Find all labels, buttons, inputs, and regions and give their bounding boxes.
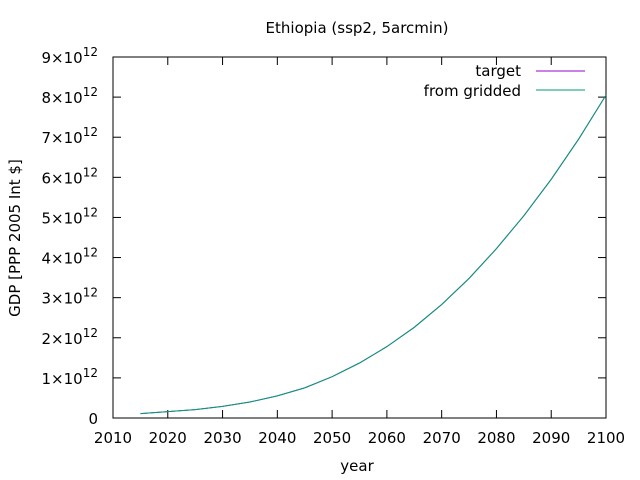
x-tick-label: 2070 [423,429,461,447]
y-tick-label: 1×1012 [42,366,98,388]
x-tick-label: 2010 [94,429,132,447]
x-tick-label: 2050 [313,429,351,447]
y-tick-label: 9×1012 [42,45,98,67]
series-line-target [140,94,607,415]
x-tick-label: 2090 [532,429,570,447]
y-axis: 0 1×1012 2×1012 3×1012 4×1012 5×1012 6×1012 7×1… [42,45,606,428]
legend: target from gridded [424,62,585,100]
x-tick-label: 2060 [368,429,406,447]
x-tick-label: 2040 [258,429,296,447]
x-tick-label: 2100 [587,429,625,447]
y-tick-label: 6×1012 [42,165,98,187]
x-axis: 2010 2020 2030 2040 2050 2060 2070 2080 2090 2100 [94,57,625,447]
y-tick-label: 3×1012 [42,286,98,308]
y-tick-label: 8×1012 [42,85,98,107]
x-axis-label: year [340,457,374,475]
series-lines [140,94,607,415]
y-tick-label: 5×1012 [42,205,98,227]
y-axis-label: GDP [PPP 2005 Int $] [6,159,24,317]
chart-title: Ethiopia (ssp2, 5arcmin) [266,19,449,37]
series-line-from-gridded [140,94,607,415]
legend-label-from-gridded: from gridded [424,82,521,100]
x-tick-label: 2080 [477,429,515,447]
x-tick-label: 2020 [149,429,187,447]
y-tick-label: 2×1012 [42,326,98,348]
x-tick-label: 2030 [203,429,241,447]
plot-frame [112,56,607,419]
y-tick-label: 4×1012 [42,246,98,268]
y-tick-label: 0 [88,410,98,428]
y-tick-label: 7×1012 [42,125,98,147]
legend-label-target: target [475,62,521,80]
